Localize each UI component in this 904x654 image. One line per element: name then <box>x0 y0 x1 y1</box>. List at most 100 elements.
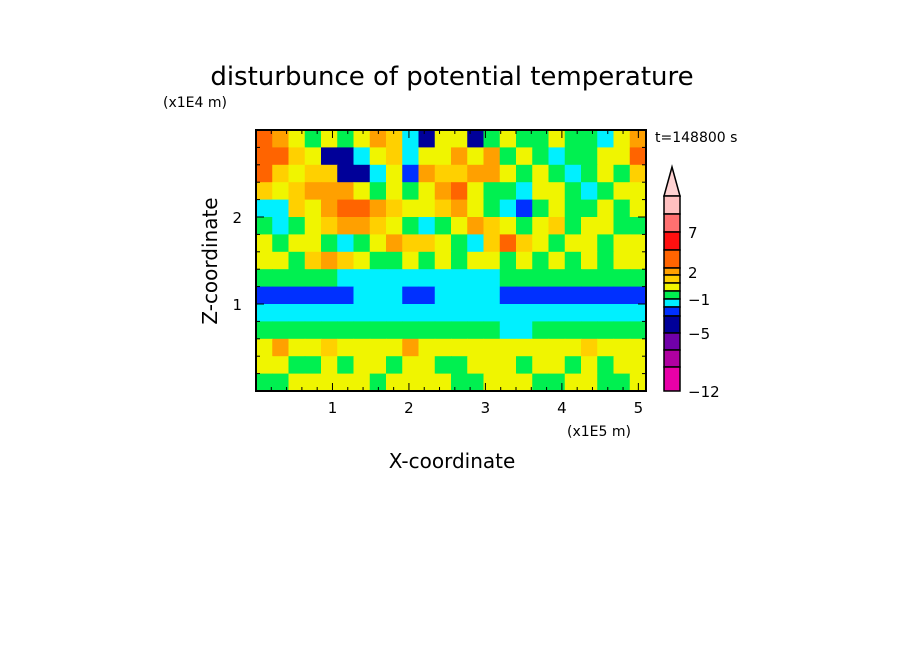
contour-cell <box>304 373 322 392</box>
contour-cell <box>272 286 290 305</box>
contour-cell <box>353 130 371 148</box>
contour-cell <box>451 321 468 340</box>
contour-cell <box>434 338 452 357</box>
contour-cell <box>434 373 452 392</box>
contour-cell <box>337 182 355 201</box>
contour-cell <box>483 269 501 288</box>
contour-cell <box>386 373 403 392</box>
contour-cell <box>386 321 403 340</box>
colorbar-label: −1 <box>688 291 710 309</box>
contour-cell <box>256 373 273 392</box>
contour-cell <box>581 182 598 201</box>
contour-cell <box>532 304 550 322</box>
contour-cell <box>483 130 501 148</box>
contour-cell <box>581 373 598 392</box>
contour-cell <box>337 164 355 183</box>
contour-cell <box>532 147 550 166</box>
contour-cell <box>288 286 306 305</box>
contour-cell <box>581 269 598 288</box>
contour-cell <box>386 286 403 305</box>
contour-cell <box>386 199 403 218</box>
contour-cell <box>629 182 647 201</box>
contour-cell <box>272 199 290 218</box>
colorbar-bin <box>663 282 681 292</box>
contour-cell <box>613 234 631 253</box>
contour-cell <box>386 217 403 235</box>
contour-cell <box>516 217 533 235</box>
contour-cell <box>516 269 533 288</box>
contour-cell <box>483 234 501 253</box>
contour-cell <box>386 182 403 201</box>
y-axis-label: Z-coordinate <box>198 197 222 324</box>
contour-cell <box>418 373 436 392</box>
contour-cell <box>353 304 371 322</box>
contour-cell <box>597 356 615 375</box>
contour-cell <box>548 164 566 183</box>
contour-cell <box>321 321 338 340</box>
contour-cell <box>467 130 485 148</box>
contour-cell <box>369 286 387 305</box>
contour-cell <box>402 304 420 322</box>
contour-cell <box>499 199 517 218</box>
contour-cell <box>483 199 501 218</box>
plot-frame <box>255 129 647 392</box>
contour-cell <box>434 199 452 218</box>
contour-cell <box>272 356 290 375</box>
contour-cell <box>629 304 647 322</box>
contour-cell <box>581 251 598 270</box>
contour-cell <box>564 373 582 392</box>
contour-cell <box>516 373 533 392</box>
contour-cell <box>418 234 436 253</box>
contour-cell <box>516 338 533 357</box>
contour-cell <box>548 356 566 375</box>
contour-cell <box>304 356 322 375</box>
contour-cell <box>467 164 485 183</box>
colorbar-bin <box>663 298 681 308</box>
contour-cell <box>418 304 436 322</box>
x-tick-label: 1 <box>328 399 338 417</box>
contour-cell <box>483 321 501 340</box>
contour-cell <box>516 304 533 322</box>
contour-cell <box>321 234 338 253</box>
contour-cell <box>369 182 387 201</box>
contour-cell <box>321 269 338 288</box>
contour-cell <box>418 217 436 235</box>
contour-cell <box>256 286 273 305</box>
contour-cell <box>629 356 647 375</box>
contour-cell <box>467 234 485 253</box>
colorbar-label: 2 <box>688 264 698 282</box>
contour-cell <box>386 234 403 253</box>
contour-cell <box>337 269 355 288</box>
contour-cell <box>418 182 436 201</box>
contour-cell <box>418 130 436 148</box>
contour-cell <box>304 338 322 357</box>
contour-cell <box>288 147 306 166</box>
colorbar-bin <box>663 306 681 317</box>
contour-cell <box>321 182 338 201</box>
contour-cell <box>304 269 322 288</box>
contour-cell <box>597 251 615 270</box>
contour-cell <box>451 251 468 270</box>
contour-cell <box>337 321 355 340</box>
contour-cell <box>256 130 273 148</box>
contour-cell <box>369 304 387 322</box>
contour-cell <box>402 286 420 305</box>
contour-cell <box>434 356 452 375</box>
contour-cell <box>516 147 533 166</box>
contour-cell <box>418 164 436 183</box>
contour-cell <box>272 304 290 322</box>
contour-cell <box>499 356 517 375</box>
contour-cell <box>434 217 452 235</box>
contour-cell <box>629 147 647 166</box>
contour-cell <box>451 217 468 235</box>
contour-cell <box>337 338 355 357</box>
contour-cell <box>386 269 403 288</box>
contour-cell <box>516 199 533 218</box>
contour-cell <box>272 321 290 340</box>
contour-cell <box>532 373 550 392</box>
contour-cell <box>353 373 371 392</box>
contour-cell <box>304 234 322 253</box>
contour-cell <box>321 217 338 235</box>
contour-cell <box>321 304 338 322</box>
